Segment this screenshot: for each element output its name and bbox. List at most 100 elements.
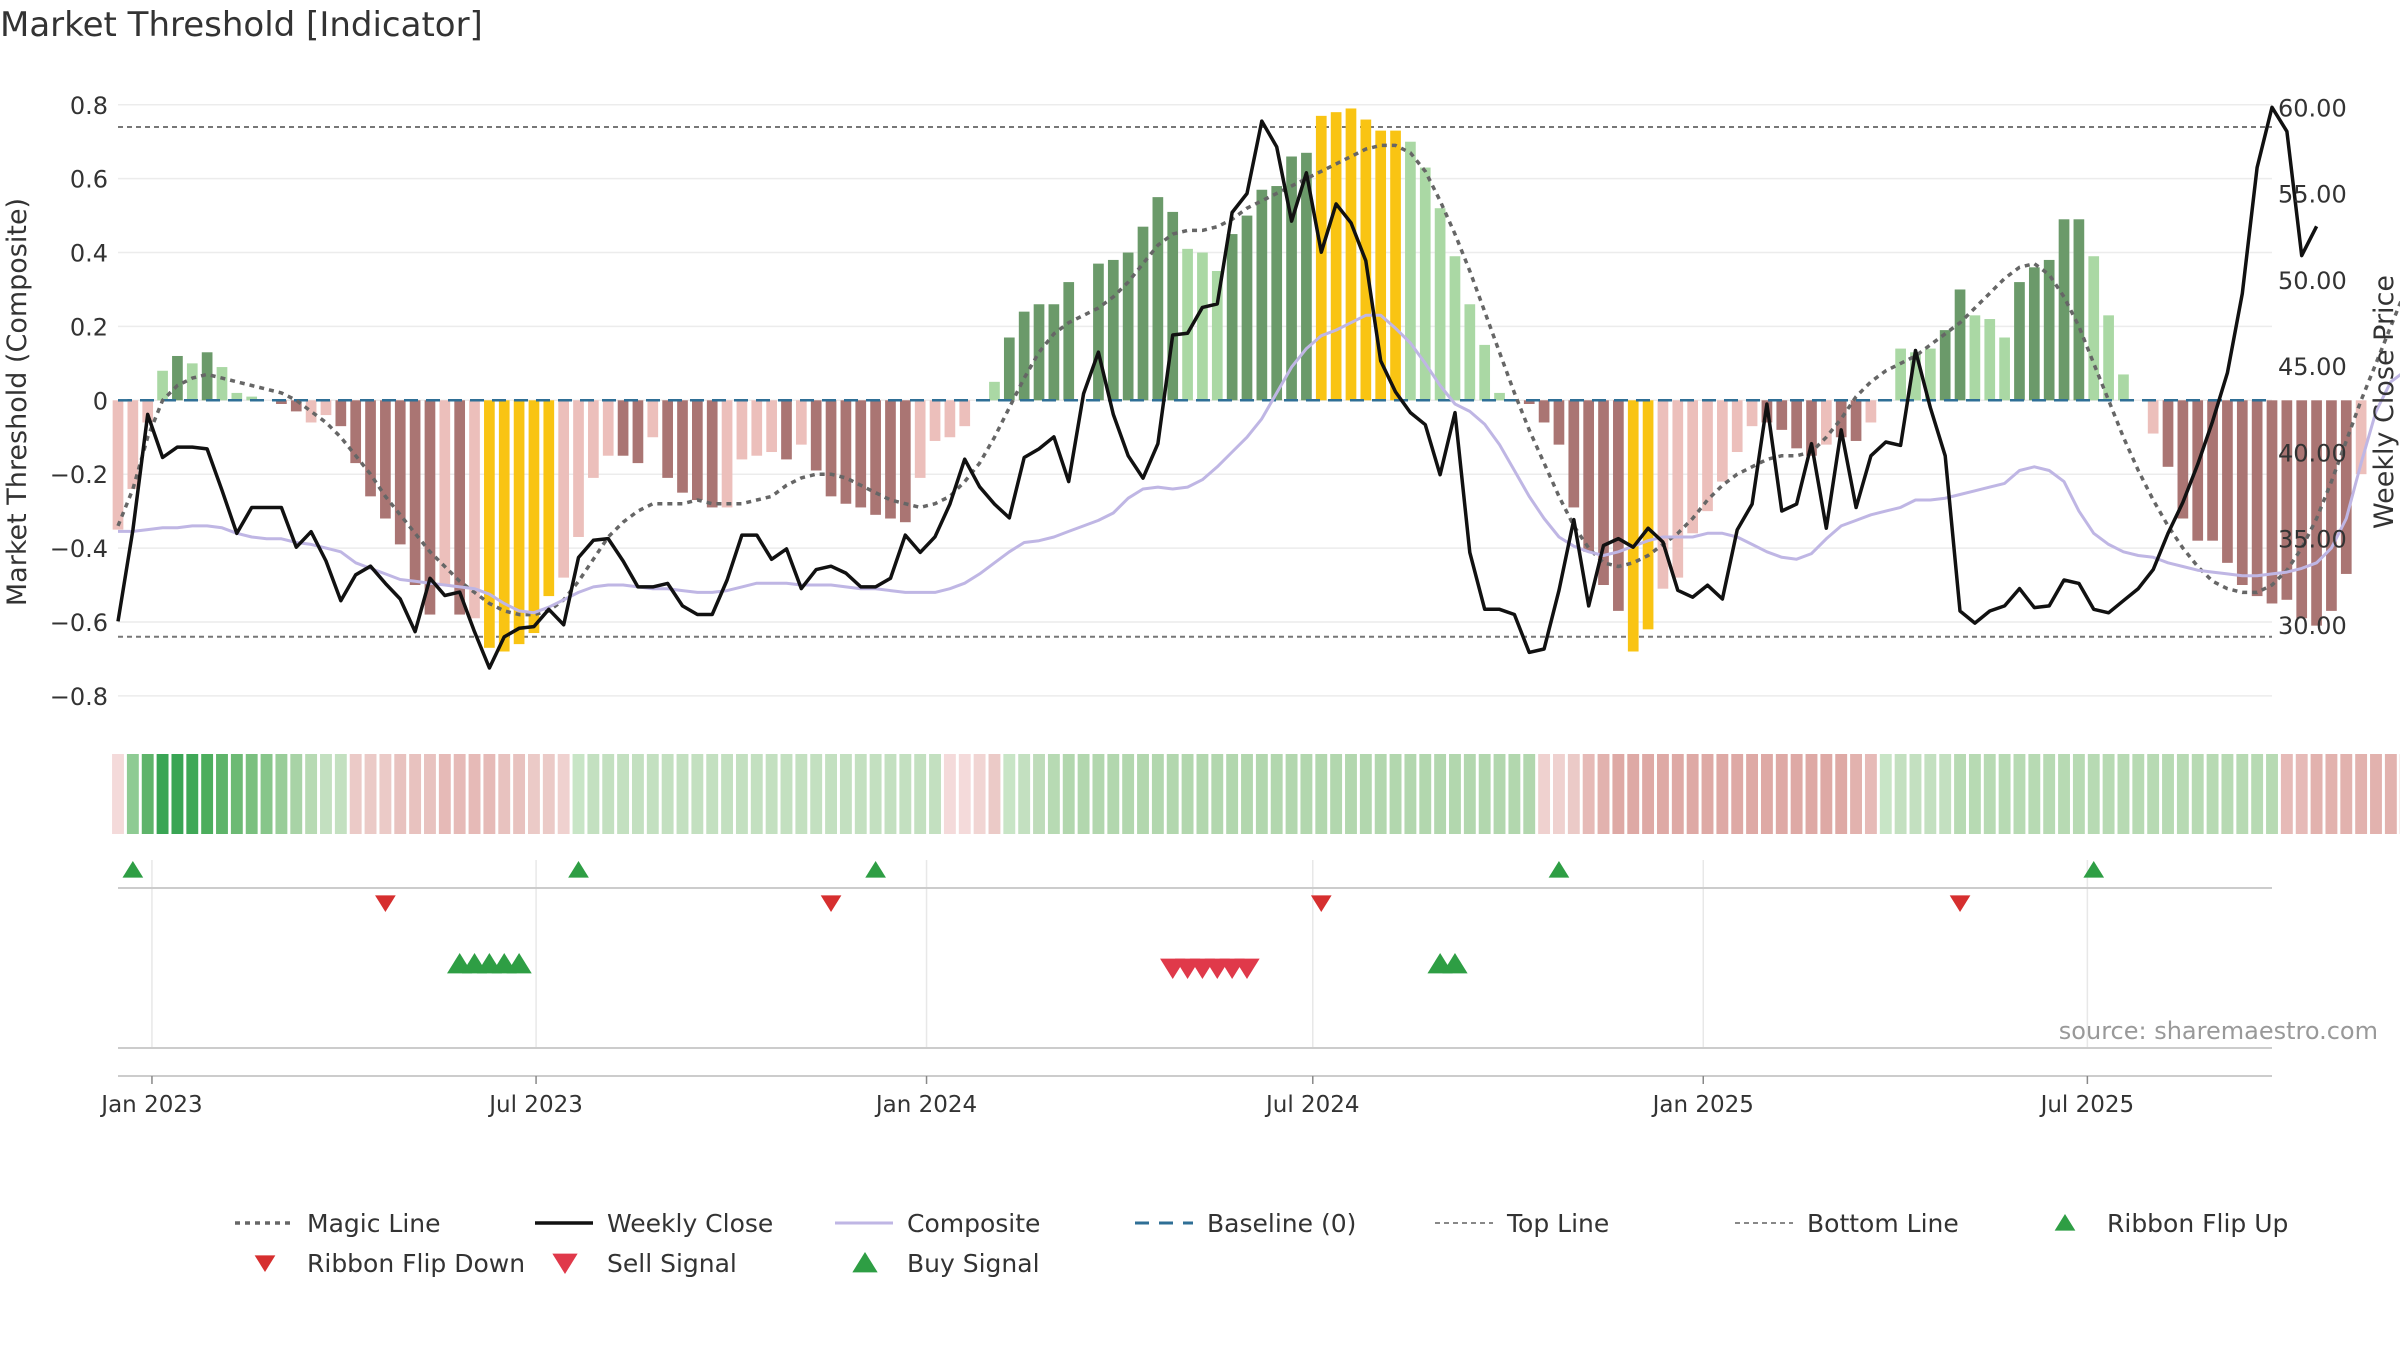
composite-bar (1107, 259, 1119, 401)
composite-bar (454, 400, 466, 615)
ribbon-cell (483, 754, 496, 834)
ribbon-cell (2058, 754, 2070, 834)
composite-bar (201, 352, 213, 401)
composite-bar (855, 400, 867, 508)
ribbon-cell (1404, 754, 1417, 834)
ribbon-cell (2236, 754, 2249, 834)
ribbon-cell (765, 754, 778, 834)
composite-bar (1419, 167, 1431, 401)
composite-bar (2236, 400, 2248, 586)
composite-bar (1538, 400, 1550, 423)
x-tick-label: Jan 2024 (874, 1092, 977, 1118)
composite-bar (944, 400, 956, 438)
ribbon-cell (1092, 754, 1105, 834)
ribbon-cell (572, 754, 585, 834)
ribbon-cell (1701, 754, 1714, 834)
composite-bar (1598, 400, 1609, 586)
composite-bar (1182, 248, 1193, 401)
ribbon-cell (1567, 754, 1580, 834)
ribbon-cell (245, 754, 258, 834)
composite-bar (543, 400, 555, 597)
composite-bar (1776, 400, 1788, 430)
ribbon-cell (1864, 754, 1877, 834)
ribbon-cell (929, 754, 941, 834)
composite-bar (1657, 400, 1669, 589)
composite-bar (1717, 400, 1728, 482)
ribbon-cell (1345, 754, 1357, 834)
composite-bar (1523, 400, 1535, 404)
composite-bar (1642, 400, 1654, 630)
x-tick-label: Jan 2023 (99, 1092, 202, 1118)
ribbon-cell (1553, 754, 1565, 834)
composite-bar (899, 400, 911, 523)
composite-bar (781, 400, 792, 460)
composite-bar (632, 400, 644, 464)
x-tick-label: Jan 2025 (1651, 1092, 1754, 1118)
ribbon-cell (216, 754, 228, 834)
composite-bar (617, 400, 629, 456)
composite-bar (409, 400, 421, 586)
ribbon-cell (2191, 754, 2204, 834)
composite-bar (1806, 400, 1817, 456)
ribbon-cell (1656, 754, 1669, 834)
composite-bar (1895, 348, 1906, 401)
composite-bar (870, 400, 881, 515)
ribbon-cell (1137, 754, 1149, 834)
composite-bar (766, 400, 777, 453)
x-tick-label: Jul 2024 (1264, 1092, 1360, 1118)
composite-bar (1835, 400, 1847, 438)
ribbon-cell (305, 754, 318, 834)
composite-bar (1152, 197, 1164, 401)
buy-signal-marker (506, 953, 532, 974)
ribbon-cell (1077, 754, 1090, 834)
ribbon-cell (1493, 754, 1506, 834)
composite-bar (1137, 226, 1149, 401)
composite-bar (1122, 252, 1134, 401)
composite-bar (1613, 400, 1624, 611)
composite-bar (1434, 208, 1446, 401)
composite-bar (1330, 112, 1342, 401)
composite-bar (112, 400, 124, 530)
ribbon-cell (1181, 754, 1194, 834)
left-tick-label: 0 (93, 387, 108, 415)
left-tick-label: 0.4 (70, 240, 108, 268)
right-axis-label: Weekly Close Price (2369, 275, 2400, 529)
composite-bar (751, 400, 763, 456)
legend-label: Bottom Line (1807, 1209, 1959, 1238)
composite-bar (558, 400, 570, 578)
legend-label: Ribbon Flip Up (2107, 1209, 2288, 1238)
composite-bar (1271, 186, 1283, 401)
composite-bar (2340, 400, 2352, 574)
right-tick-label: 40.00 (2278, 439, 2347, 467)
ribbon-cell (1924, 754, 1937, 834)
ribbon-cell (988, 754, 1001, 834)
composite-bar (1003, 337, 1015, 401)
composite-bar (825, 400, 837, 497)
ribbon-cell (1196, 754, 1209, 834)
source-credit: source: sharemaestro.com (2059, 1017, 2378, 1045)
composite-bar (320, 400, 332, 416)
composite-line (118, 313, 2400, 615)
composite-bar (350, 400, 362, 464)
legend-label: Buy Signal (907, 1249, 1040, 1278)
composite-bar (216, 367, 228, 401)
axes: 0.8 0.6 0.4 0.2 0 −0.2 −0.4 −0.6 −0.8 60.00 55.00 5… (50, 92, 2347, 711)
ribbon-cell (1820, 754, 1833, 834)
composite-bar (1033, 304, 1045, 401)
composite-bar (929, 400, 941, 441)
left-tick-label: 0.8 (70, 92, 108, 120)
composite-bar (1850, 400, 1862, 441)
composite-bar (959, 400, 971, 427)
composite-bar (1315, 115, 1327, 401)
ribbon-cell (1226, 754, 1239, 834)
composite-bar (1865, 400, 1877, 423)
composite-bar (290, 400, 302, 412)
composite-bar (573, 400, 584, 537)
composite-bar (1999, 337, 2010, 401)
ribbon-cell (2221, 754, 2234, 834)
ribbon-cell (661, 754, 674, 834)
ribbon-cell (141, 754, 154, 834)
composite-bar (394, 400, 406, 545)
ribbon-cell (750, 754, 763, 834)
